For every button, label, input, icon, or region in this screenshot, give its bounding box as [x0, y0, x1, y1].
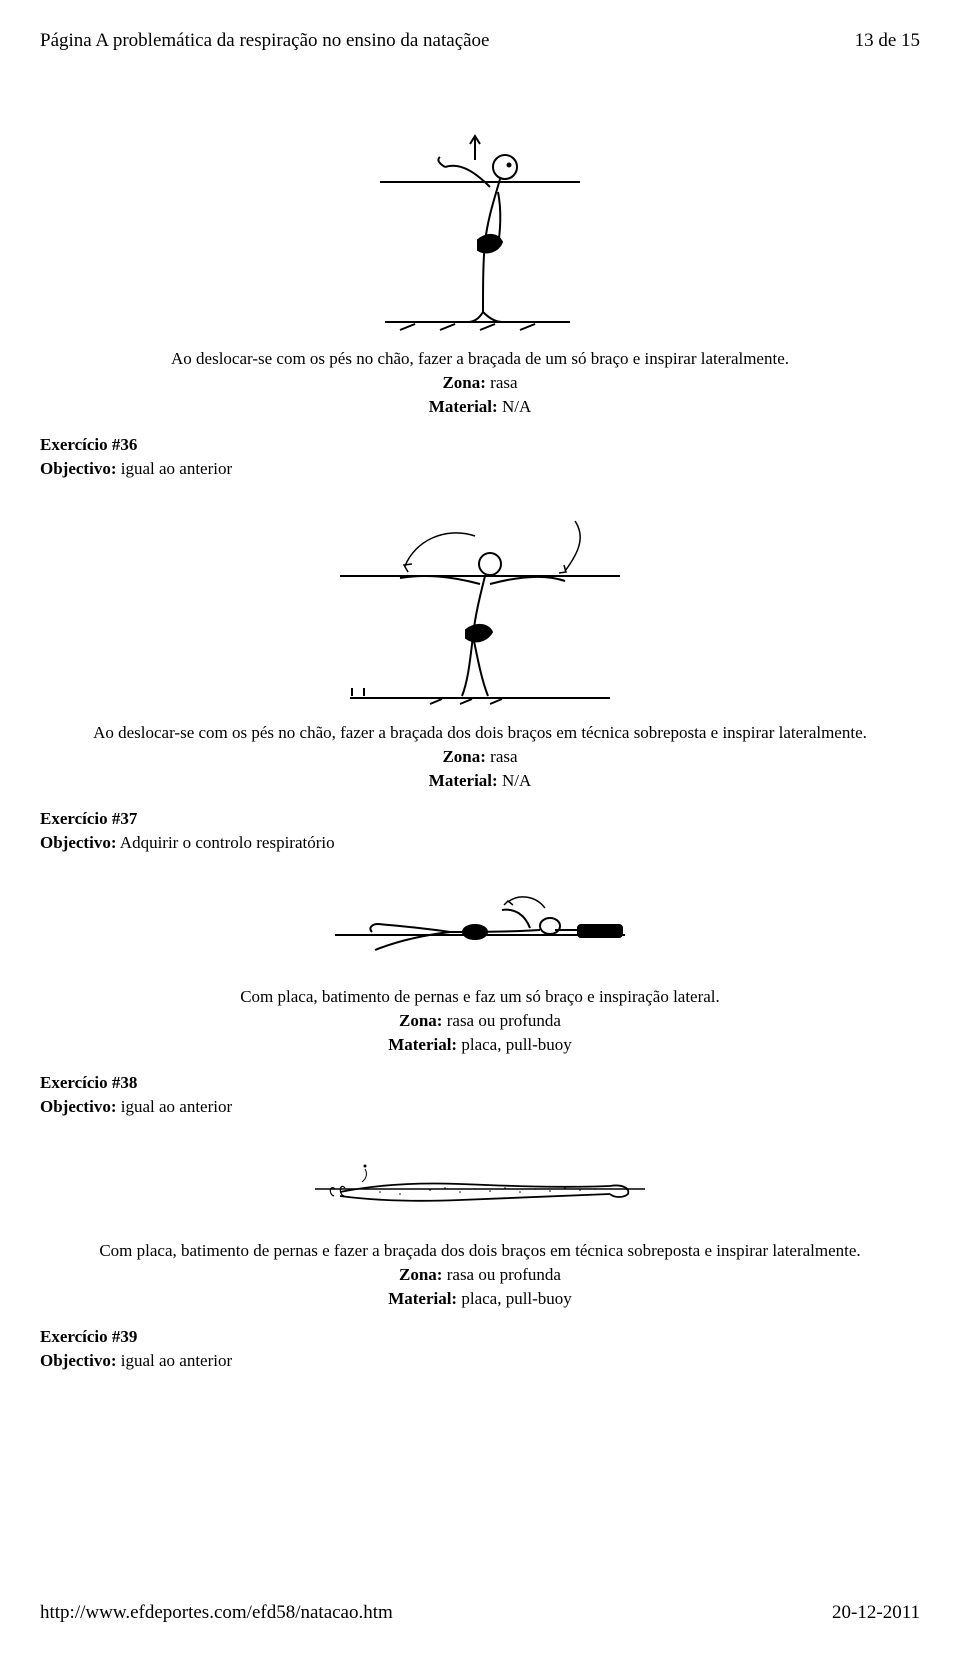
- material-label-4: Material:: [388, 1289, 457, 1308]
- material-value-3: placa, pull-buoy: [457, 1035, 572, 1054]
- obj-label-3: Objectivo:: [40, 1097, 116, 1116]
- material-label-2: Material:: [429, 771, 498, 790]
- page-footer: http://www.efdeportes.com/efd58/natacao.…: [40, 1602, 920, 1624]
- figure-swimmer-one-arm: [370, 112, 590, 332]
- ex36-title: Exercício #36: [40, 435, 137, 454]
- obj-value-2: Adquirir o controlo respiratório: [116, 833, 334, 852]
- desc-block-37-above: Ao deslocar-se com os pés no chão, fazer…: [40, 721, 920, 792]
- zona-value-4: rasa ou profunda: [442, 1265, 561, 1284]
- desc-37-above: Ao deslocar-se com os pés no chão, fazer…: [40, 721, 920, 745]
- desc-36: Ao deslocar-se com os pés no chão, fazer…: [40, 347, 920, 371]
- zona-label-2: Zona:: [442, 747, 485, 766]
- obj-value-4: igual ao anterior: [116, 1351, 232, 1370]
- figure-prone-stipple: [310, 1144, 650, 1224]
- footer-date: 20-12-2011: [832, 1602, 920, 1624]
- zona-label-3: Zona:: [399, 1011, 442, 1030]
- obj-value: igual ao anterior: [116, 459, 232, 478]
- figure-prone-one-arm: [330, 880, 630, 970]
- material-label-3: Material:: [388, 1035, 457, 1054]
- ex37-title: Exercício #37: [40, 809, 137, 828]
- exercise-39: Exercício #39 Objectivo: igual ao anteri…: [40, 1325, 920, 1373]
- zona-value-3: rasa ou profunda: [442, 1011, 561, 1030]
- obj-label: Objectivo:: [40, 459, 116, 478]
- material-value-4: placa, pull-buoy: [457, 1289, 572, 1308]
- exercise-36: Exercício #36 Objectivo: igual ao anteri…: [40, 433, 920, 481]
- desc-37: Com placa, batimento de pernas e faz um …: [40, 985, 920, 1009]
- header-page-indicator: 13 de 15: [855, 30, 920, 52]
- exercise-38: Exercício #38 Objectivo: igual ao anteri…: [40, 1071, 920, 1119]
- obj-label-4: Objectivo:: [40, 1351, 116, 1370]
- material-value: N/A: [498, 397, 532, 416]
- desc-block-37: Com placa, batimento de pernas e faz um …: [40, 985, 920, 1056]
- footer-url: http://www.efdeportes.com/efd58/natacao.…: [40, 1602, 393, 1624]
- desc-block-36-above: Ao deslocar-se com os pés no chão, fazer…: [40, 347, 920, 418]
- desc-block-38: Com placa, batimento de pernas e fazer a…: [40, 1239, 920, 1310]
- desc-38: Com placa, batimento de pernas e fazer a…: [40, 1239, 920, 1263]
- zona-value: rasa: [486, 373, 518, 392]
- document-page: Página A problemática da respiração no e…: [0, 0, 960, 1654]
- obj-label-2: Objectivo:: [40, 833, 116, 852]
- figure-swimmer-both-arms: [330, 506, 630, 706]
- ex38-title: Exercício #38: [40, 1073, 137, 1092]
- page-header: Página A problemática da respiração no e…: [40, 30, 920, 52]
- material-value-2: N/A: [498, 771, 532, 790]
- obj-value-3: igual ao anterior: [116, 1097, 232, 1116]
- zona-label-4: Zona:: [399, 1265, 442, 1284]
- ex39-title: Exercício #39: [40, 1327, 137, 1346]
- material-label: Material:: [429, 397, 498, 416]
- exercise-37: Exercício #37 Objectivo: Adquirir o cont…: [40, 807, 920, 855]
- header-title: Página A problemática da respiração no e…: [40, 30, 490, 52]
- zona-label: Zona:: [442, 373, 485, 392]
- zona-value-2: rasa: [486, 747, 518, 766]
